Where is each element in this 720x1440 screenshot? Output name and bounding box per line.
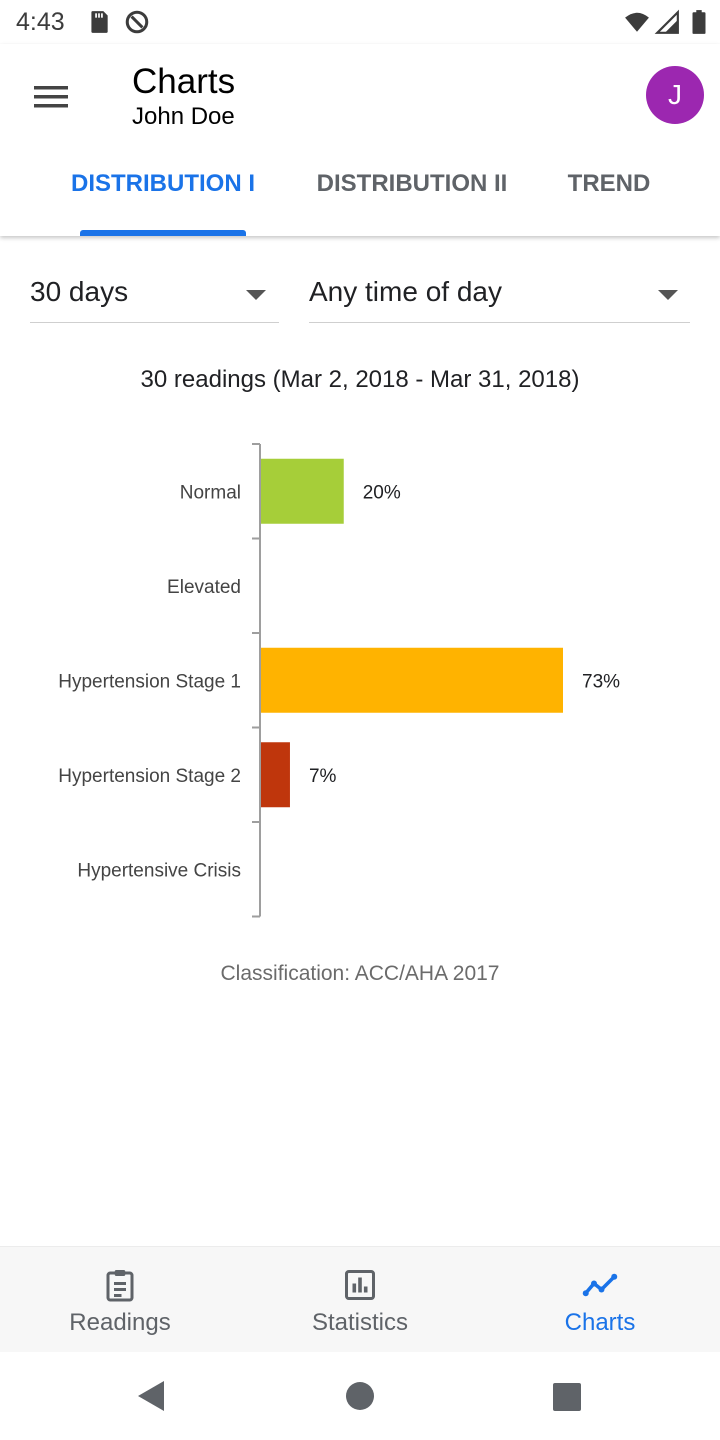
chart-bar (261, 742, 290, 808)
chart-value-label: 20% (363, 482, 401, 503)
bar-chart-icon (345, 1270, 375, 1300)
data-saver-icon (125, 10, 149, 34)
period-dropdown-value: 30 days (30, 276, 129, 307)
tab-trend[interactable]: TREND (567, 170, 651, 197)
avatar[interactable]: J (646, 66, 704, 124)
page-title: Charts (132, 62, 236, 101)
tab-distribution-2[interactable]: DISTRIBUTION II (316, 170, 508, 197)
distribution-bar-chart: Normal 20% Elevated Hypertension Stage 1 73%… (58, 443, 620, 918)
chart-value-label: 73% (582, 671, 620, 692)
wifi-icon (625, 12, 649, 32)
classification-note: Classification: ACC/AHA 2017 (220, 962, 500, 985)
chart-category-label: Hypertension Stage 1 (58, 671, 241, 692)
menu-button[interactable] (22, 74, 80, 120)
chart-value-label: 7% (309, 766, 337, 787)
nav-statistics[interactable]: Statistics (240, 1247, 480, 1353)
chevron-down-icon (658, 290, 678, 300)
nav-charts-label: Charts (564, 1309, 636, 1336)
chart-bar (261, 458, 344, 524)
cell-signal-icon (654, 9, 679, 34)
active-tab-indicator (80, 230, 246, 236)
period-dropdown[interactable]: 30 days (30, 272, 279, 323)
system-navigation-bar (0, 1352, 720, 1440)
chart-subtitle: 30 readings (Mar 2, 2018 - Mar 31, 2018) (140, 366, 580, 393)
back-icon[interactable] (134, 1378, 168, 1414)
tab-distribution-1[interactable]: DISTRIBUTION I (71, 170, 255, 197)
chart-bar (261, 647, 563, 713)
chart-category-label: Hypertension Stage 2 (58, 766, 241, 787)
nav-readings[interactable]: Readings (0, 1247, 240, 1353)
chart-category-label: Elevated (167, 577, 241, 598)
nav-statistics-label: Statistics (311, 1309, 409, 1336)
hamburger-menu-icon (34, 86, 68, 108)
page-subtitle: John Doe (132, 103, 235, 130)
time-of-day-dropdown[interactable]: Any time of day (309, 272, 690, 323)
chart-category-label: Normal (180, 482, 241, 503)
nav-readings-label: Readings (69, 1309, 171, 1336)
chart-category-label: Hypertensive Crisis (77, 860, 241, 881)
recents-icon[interactable] (552, 1382, 582, 1412)
chevron-down-icon (246, 290, 266, 300)
clipboard-icon (106, 1270, 134, 1302)
sd-card-icon (91, 11, 108, 33)
bottom-navigation: Readings Statistics Charts (0, 1246, 720, 1353)
status-time: 4:43 (16, 8, 65, 36)
home-icon[interactable] (344, 1380, 376, 1412)
nav-charts[interactable]: Charts (480, 1247, 720, 1353)
battery-icon (692, 10, 706, 34)
time-of-day-dropdown-value: Any time of day (309, 276, 502, 307)
app-header: Charts John Doe J DISTRIBUTION I DISTRIB… (0, 44, 720, 236)
trend-line-icon (582, 1273, 618, 1297)
status-bar: 4:43 (0, 0, 720, 44)
